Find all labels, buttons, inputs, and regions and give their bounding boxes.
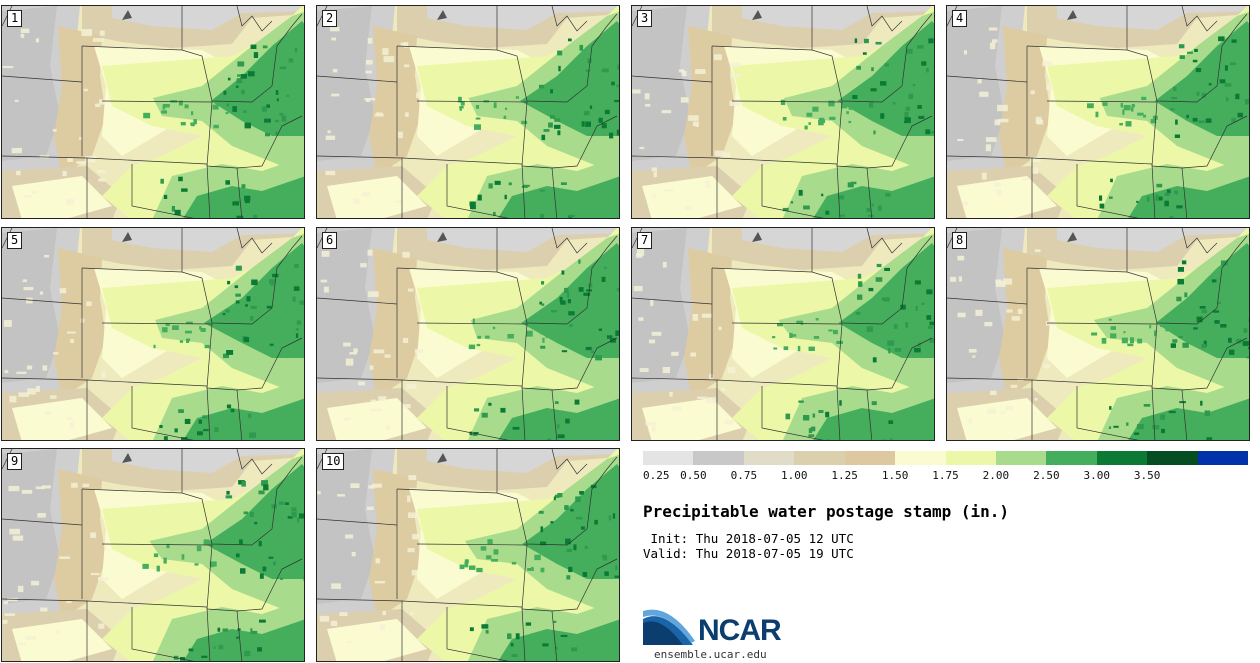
- member-number-label: 1: [7, 10, 23, 27]
- colorbar-segment: [794, 451, 845, 465]
- colorbar-segment: [1046, 451, 1097, 465]
- member-number-label: 3: [637, 10, 653, 27]
- precipitable-water-field: [2, 228, 304, 440]
- colorbar-tick-label: 1.50: [881, 469, 909, 482]
- valid-time: Thu 2018-07-05 19 UTC: [695, 546, 854, 561]
- precipitable-water-field: [947, 228, 1249, 440]
- colorbar-tick-label: 1.75: [932, 469, 959, 482]
- ncar-logo-icon: [643, 609, 695, 645]
- colorbar-tick-label: 1.00: [781, 469, 808, 482]
- colorbar-segment: [743, 451, 795, 465]
- member-number-label: 5: [7, 232, 23, 249]
- colorbar-segment: [945, 451, 996, 465]
- precipitable-water-field: [317, 449, 619, 661]
- member-number-label: 8: [952, 232, 968, 249]
- valid-time-row: Valid: Thu 2018-07-05 19 UTC: [643, 546, 854, 561]
- ensemble-member-map: 8: [946, 227, 1250, 441]
- valid-label: Valid:: [643, 546, 689, 561]
- ensemble-member-map: 4: [946, 5, 1250, 219]
- colorbar-segment: [1197, 451, 1249, 465]
- member-number-label: 6: [322, 232, 338, 249]
- member-number-label: 4: [952, 10, 968, 27]
- colorbar-segment: [1147, 451, 1198, 465]
- colorbar-segment: [1096, 451, 1148, 465]
- precipitable-water-field: [632, 228, 934, 440]
- colorbar-tick-label: 2.00: [982, 469, 1010, 482]
- colorbar-tick-label: 1.25: [831, 469, 858, 482]
- site-url: ensemble.ucar.edu: [654, 648, 767, 661]
- ensemble-member-map: 7: [631, 227, 935, 441]
- precipitable-water-field: [632, 6, 934, 218]
- ensemble-member-map: 3: [631, 5, 935, 219]
- colorbar-segment: [844, 451, 896, 465]
- init-time: Thu 2018-07-05 12 UTC: [695, 531, 854, 546]
- member-number-label: 2: [322, 10, 338, 27]
- colorbar-tick-label: 0.25: [643, 469, 670, 482]
- member-number-label: 7: [637, 232, 653, 249]
- init-label: Init:: [643, 531, 689, 546]
- ensemble-member-map: 2: [316, 5, 620, 219]
- colorbar-tick-label: 0.75: [730, 469, 758, 482]
- colorbar-segment: [895, 451, 946, 465]
- precipitable-water-field: [947, 6, 1249, 218]
- colorbar-segment: [995, 451, 1047, 465]
- precipitable-water-field: [2, 449, 304, 661]
- init-time-row: Init: Thu 2018-07-05 12 UTC: [643, 531, 854, 546]
- colorbar-segment: [643, 451, 694, 465]
- precipitable-water-field: [317, 6, 619, 218]
- colorbar-tick-label: 0.50: [680, 469, 707, 482]
- map-title: Precipitable water postage stamp (in.): [643, 502, 1010, 521]
- colorbar-tick-labels: 0.25 0.50 0.75 1.00 1.25 1.50 1.75 2.00 2.50 3.00…: [643, 466, 1248, 482]
- ncar-logo-text: NCAR: [698, 614, 782, 647]
- member-number-label: 9: [7, 453, 23, 470]
- colorbar-tick-label: 3.00: [1083, 469, 1111, 482]
- ensemble-member-map: 5: [1, 227, 305, 441]
- ensemble-member-map: 10: [316, 448, 620, 662]
- colorbar-tick-label: 2.50: [1033, 469, 1060, 482]
- ensemble-member-map: 1: [1, 5, 305, 219]
- member-number-label: 10: [322, 453, 345, 470]
- colorbar-tick-label: 3.50: [1133, 469, 1161, 482]
- precipitable-water-field: [317, 228, 619, 440]
- colorbar: [643, 451, 1249, 465]
- colorbar-segment: [693, 451, 744, 465]
- ensemble-member-map: 9: [1, 448, 305, 662]
- ensemble-member-map: 6: [316, 227, 620, 441]
- precipitable-water-field: [2, 6, 304, 218]
